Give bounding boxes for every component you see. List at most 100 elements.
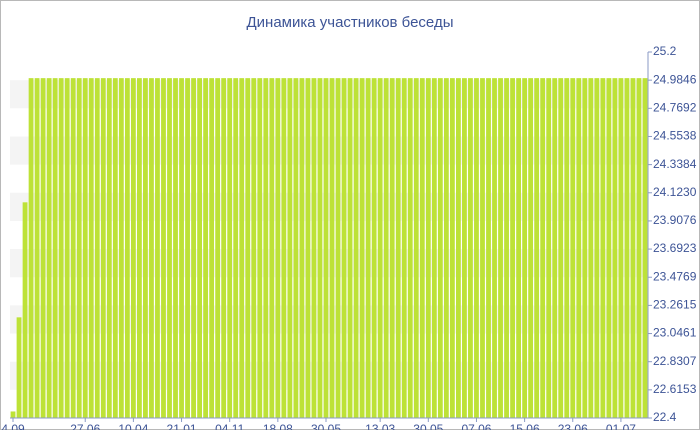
bar [185,78,190,419]
bar [130,78,136,419]
bar [437,78,443,419]
bar [58,78,64,419]
bar [305,78,311,419]
bar [612,78,618,419]
y-tick-label: 24.7692 [653,100,697,114]
bar [389,78,395,419]
x-tick-label: 07.06 [461,422,491,430]
bar [492,78,497,419]
bar [431,78,437,419]
bar [239,78,245,419]
bar [534,78,540,419]
bar [191,78,196,419]
bar [16,317,22,418]
bar [540,78,546,419]
bar [299,78,305,419]
bar [377,78,383,419]
bar [28,78,34,419]
x-tick-label: 21.01 [167,422,197,430]
bar [10,411,16,418]
bar [251,78,257,419]
bar [642,78,648,419]
bar [455,78,461,419]
bar [52,78,58,419]
bar [257,78,263,419]
y-tick-label: 23.2615 [653,298,697,312]
bar [498,78,503,419]
bar [311,78,317,419]
bar [197,78,203,419]
x-tick-label: 10.04 [118,422,148,430]
bar [552,78,558,419]
bar [474,78,479,419]
y-tick-label: 22.6153 [653,382,697,396]
bar [576,78,582,419]
bar [504,78,509,419]
x-tick-label: 27.06 [70,422,100,430]
bar [425,78,431,419]
bar [522,78,528,419]
bar [395,78,401,419]
bar [293,78,299,419]
bar [570,78,576,419]
x-tick-label: 04.11 [215,422,244,430]
y-tick-label: 24.1230 [653,185,697,199]
bar [624,78,630,419]
bar [34,78,40,419]
y-tick-label: 22.4 [653,410,677,424]
bar [383,78,389,419]
bar [335,78,341,419]
bar [630,78,636,419]
bar [323,78,329,419]
bar [365,78,371,419]
bar [94,78,100,419]
bar [22,202,28,418]
bar [600,78,606,419]
bar [124,78,130,419]
bar [546,78,552,419]
y-tick-label: 23.6923 [653,241,697,255]
bar [401,78,407,419]
bar [136,78,142,419]
bar [88,78,94,419]
bar [269,78,275,419]
bar [371,78,377,419]
bar [510,78,515,419]
y-tick-label: 23.9076 [653,213,697,227]
bar [480,78,485,419]
bar [468,78,473,419]
bar [118,78,124,419]
x-tick-label: 13.03 [365,422,395,430]
bar [46,78,52,419]
bar [76,78,82,419]
y-tick-label: 25.2 [653,44,677,58]
bar [486,78,491,419]
bar [82,78,88,419]
x-tick-label: 4.09 [1,422,25,430]
bar [161,78,166,419]
bar [100,78,106,419]
bar [221,78,227,419]
y-tick-label: 23.0461 [653,326,697,340]
bar [275,78,281,419]
y-tick-label: 24.9846 [653,72,697,86]
bar [40,78,46,419]
bar [618,78,624,419]
y-tick-label: 24.5538 [653,129,697,143]
x-tick-label: 18.08 [263,422,293,430]
x-tick-label: 01.07 [606,422,636,430]
bar [64,78,70,419]
bar [582,78,588,419]
x-tick-label: 15.06 [510,422,540,430]
bar [203,78,209,419]
bar [606,78,612,419]
bar [173,78,178,419]
bar [112,78,118,419]
bar [263,78,269,419]
bar [528,78,534,419]
bar [329,78,335,419]
bar [106,78,112,419]
x-tick-label: 30.05 [311,422,341,430]
y-tick-label: 22.8307 [653,354,697,368]
bar [149,78,154,419]
